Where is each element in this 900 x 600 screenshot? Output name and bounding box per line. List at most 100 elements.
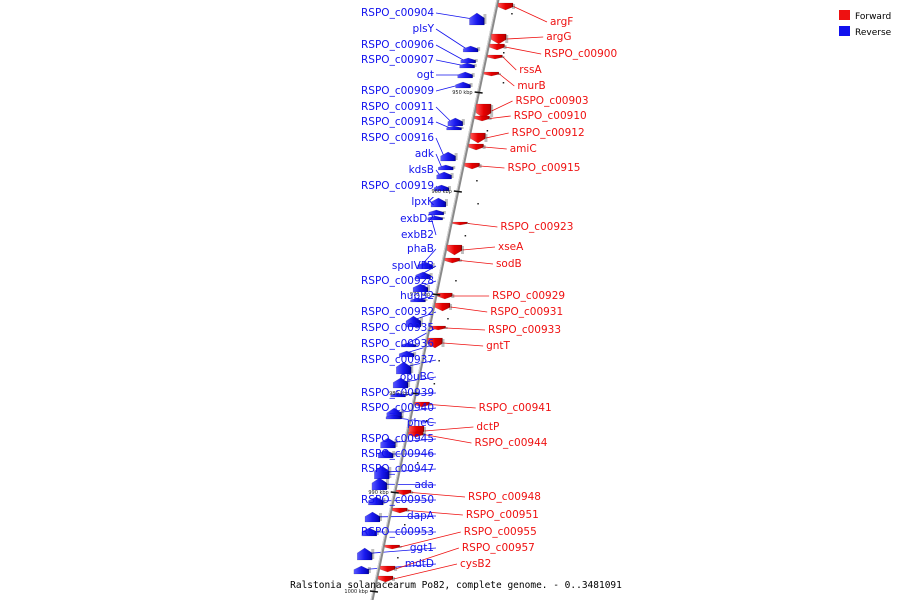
reverse-gene-label: spoIVFB [392, 260, 434, 272]
legend-reverse-swatch [839, 26, 850, 36]
reverse-gene-label: RSPO_c00947 [361, 463, 434, 475]
forward-gene-label: RSPO_c00955 [464, 526, 537, 538]
gene-glyph-plsY [462, 45, 479, 53]
reverse-gene-label: RSPO_c00906 [361, 39, 434, 51]
gene-glyph-RSPO_c00911 [447, 117, 464, 127]
gene-glyph-RSPO_c00939 [390, 392, 406, 398]
reverse-gene-label: ada [414, 479, 434, 491]
reverse-gene-label: RSPO_c00937 [361, 354, 434, 366]
feature-dot [486, 130, 489, 132]
feature-dot [511, 13, 513, 15]
tick-mark [453, 190, 462, 193]
gene-glyph-RSPO_c00906 [460, 57, 476, 64]
gene-glyph-mdtD [353, 565, 370, 575]
gene-glyph-RSPO_c00907 [459, 62, 475, 69]
forward-gene-label: rssA [519, 64, 542, 76]
gene-glyphs [353, 2, 516, 583]
forward-gene-label: RSPO_c00957 [462, 542, 535, 554]
gene-glyph-RSPO_c00950 [368, 496, 384, 506]
gene-glyph-gntT [427, 337, 443, 349]
gene-glyph-cysB2 [377, 575, 394, 583]
feature-dot [433, 383, 436, 385]
gene-glyph-murB [483, 71, 500, 77]
genome-backbone-highlight [370, 0, 498, 600]
tick-label: 1000 kbp [344, 589, 368, 595]
gene-glyph-RSPO_c00957 [379, 565, 396, 573]
gene-labels: RSPO_c00904 plsY RSPO_c00906 RSPO_c00907ogt… [361, 7, 617, 570]
tick-label: 980 kbp [389, 391, 409, 397]
tick-label: 950 kbp [452, 90, 472, 96]
reverse-gene-label: RSPO_c00946 [361, 448, 434, 460]
gene-glyph-kdsB [436, 171, 452, 180]
tick-label: 990 kbp [368, 490, 388, 496]
reverse-gene-label: ggt1 [410, 542, 434, 554]
gene-glyph-RSPO_c00945 [380, 437, 396, 449]
reverse-gene-label: RSPO_c00919 [361, 180, 434, 192]
reverse-gene-label: ogt [417, 69, 434, 81]
feature-dot [447, 318, 449, 320]
reverse-gene-label: RSPO_c00945 [361, 433, 434, 445]
gene-glyph-xseA [446, 244, 463, 256]
reverse-gene-label: kdsB [409, 164, 434, 176]
gene-glyph-RSPO_c00951 [392, 507, 408, 514]
gene-glyph-RSPO_c00933 [430, 325, 446, 331]
gene-glyph-exbD2 [428, 209, 445, 216]
feature-dot [502, 52, 505, 54]
gene-glyph-lpxK [430, 197, 447, 208]
tick-mark [390, 491, 399, 494]
gene-glyph-RSPO_c00915 [464, 162, 480, 170]
tick-mark [474, 91, 483, 94]
forward-gene-label: argG [546, 31, 571, 43]
feature-dot [455, 280, 457, 282]
reverse-gene-label: RSPO_c00914 [361, 116, 434, 128]
gene-glyph-sodB [444, 257, 460, 264]
gene-glyph-RSPO_c00944 [408, 431, 424, 438]
forward-gene-label: RSPO_c00944 [474, 437, 547, 449]
gene-glyph-argF [497, 2, 514, 11]
forward-gene-label: cysB2 [460, 558, 491, 570]
gene-glyph-ogt [457, 71, 473, 79]
forward-gene-label: RSPO_c00915 [507, 162, 580, 174]
gene-glyph-RSPO_c00912 [470, 132, 486, 144]
forward-gene-label: RSPO_c00923 [500, 221, 573, 233]
gene-glyph-RSPO_c00916 [440, 151, 456, 162]
feature-dot [438, 360, 440, 362]
gene-glyph-dapA [364, 511, 381, 523]
gene-glyph-RSPO_c00928 [412, 283, 429, 293]
gene-glyph-phaB [417, 261, 433, 270]
feature-dot [404, 524, 406, 526]
forward-gene-label: RSPO_c00941 [479, 402, 552, 414]
reverse-gene-label: RSPO_c00909 [361, 85, 434, 97]
forward-gene-label: RSPO_c00933 [488, 324, 561, 336]
feature-dot [417, 462, 419, 464]
gene-glyph-RSPO_c00929 [437, 292, 453, 300]
gene-glyph-RSPO_c00923 [452, 221, 468, 226]
gene-glyph-RSPO_c00910 [474, 115, 490, 122]
tick-marks: 950 kbp 960 kbp 970 kbp 980 kbp 990 kbp 1000 … [344, 90, 483, 595]
gene-glyph-RSPO_c00936 [398, 350, 415, 358]
gene-glyph-RSPO_c00900 [489, 43, 505, 51]
gene-glyph-argG [491, 33, 507, 45]
gene-glyph-opuBC [392, 377, 409, 389]
reverse-gene-label: RSPO_c00939 [361, 387, 434, 399]
reverse-gene-label: phaB [407, 243, 434, 255]
gene-glyph-RSPO_c00919 [433, 184, 450, 192]
reverse-gene-label: RSPO_c00932 [361, 306, 434, 318]
reverse-gene-label: exbB2 [401, 229, 434, 241]
gene-glyph-RSPO_c00903 [475, 103, 492, 119]
gene-glyph-RSPO_c00935 [400, 342, 417, 348]
gene-glyph-RSPO_c00904 [469, 12, 485, 26]
feature-dot [397, 557, 399, 559]
gene-glyph-RSPO_c00955 [384, 544, 400, 550]
forward-gene-label: RSPO_c00912 [512, 127, 585, 139]
forward-gene-label: gntT [486, 340, 510, 352]
gene-glyph-RSPO_c00947 [374, 465, 390, 480]
reverse-gene-label: RSPO_c00904 [361, 7, 434, 19]
reverse-gene-label: RSPO_c00907 [361, 54, 434, 66]
reverse-gene-label: RSPO_c00953 [361, 526, 434, 538]
forward-gene-label: RSPO_c00910 [514, 110, 587, 122]
genome-backbone [370, 0, 500, 600]
reverse-gene-label: RSPO_c00911 [361, 101, 434, 113]
forward-gene-label: sodB [496, 258, 522, 270]
